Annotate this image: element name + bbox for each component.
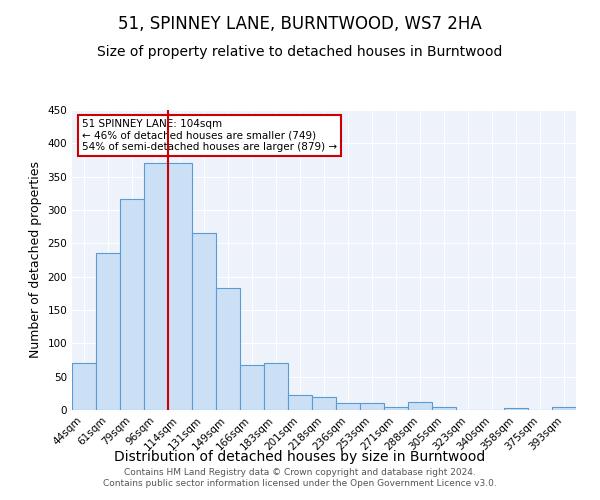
Bar [504,408,528,410]
Bar [408,402,432,410]
Bar [336,404,360,410]
Text: 51 SPINNEY LANE: 104sqm
← 46% of detached houses are smaller (749)
54% of semi-d: 51 SPINNEY LANE: 104sqm ← 46% of detache… [82,119,337,152]
Bar [288,396,312,410]
Bar [264,364,288,410]
Bar [72,364,96,410]
Bar [360,404,384,410]
Bar [432,408,456,410]
Bar [312,396,336,410]
Text: 51, SPINNEY LANE, BURNTWOOD, WS7 2HA: 51, SPINNEY LANE, BURNTWOOD, WS7 2HA [118,15,482,33]
Bar [96,252,120,410]
Text: Distribution of detached houses by size in Burntwood: Distribution of detached houses by size … [115,450,485,464]
Y-axis label: Number of detached properties: Number of detached properties [29,162,42,358]
Bar [192,234,216,410]
Text: Size of property relative to detached houses in Burntwood: Size of property relative to detached ho… [97,45,503,59]
Bar [120,200,144,410]
Bar [240,364,264,410]
Bar [144,164,168,410]
Text: Contains HM Land Registry data © Crown copyright and database right 2024.
Contai: Contains HM Land Registry data © Crown c… [103,468,497,487]
Bar [168,164,192,410]
Bar [552,408,576,410]
Bar [216,288,240,410]
Bar [384,406,408,410]
